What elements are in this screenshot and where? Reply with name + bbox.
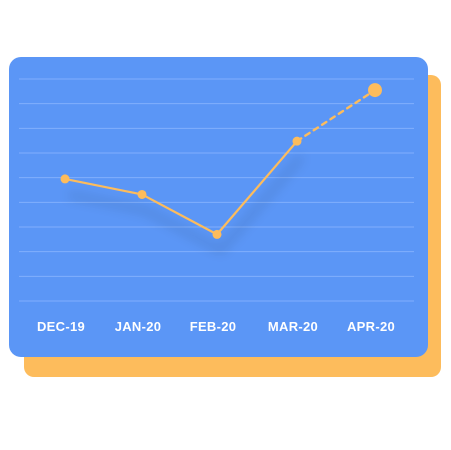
data-point-apr-20 — [368, 83, 382, 98]
data-point-mar-20 — [292, 136, 302, 146]
series-line-projected — [295, 88, 377, 143]
x-tick-label: JAN-20 — [115, 319, 162, 334]
series-line-group — [63, 88, 377, 236]
x-tick-label: FEB-20 — [190, 319, 237, 334]
data-point-feb-20 — [212, 229, 222, 239]
gridlines — [19, 78, 414, 302]
data-points — [60, 83, 382, 239]
x-axis-tick-labels: DEC-19 JAN-20 FEB-20 MAR-20 APR-20 — [37, 319, 395, 334]
x-tick-label: DEC-19 — [37, 319, 85, 334]
x-tick-label: APR-20 — [347, 319, 395, 334]
data-point-dec-19 — [60, 174, 70, 184]
line-chart: DEC-19 JAN-20 FEB-20 MAR-20 APR-20 — [19, 78, 414, 334]
chart-card: DEC-19 JAN-20 FEB-20 MAR-20 APR-20 — [9, 57, 428, 357]
data-point-jan-20 — [137, 189, 147, 199]
x-tick-label: MAR-20 — [268, 319, 318, 334]
series-line-actual — [63, 140, 299, 236]
